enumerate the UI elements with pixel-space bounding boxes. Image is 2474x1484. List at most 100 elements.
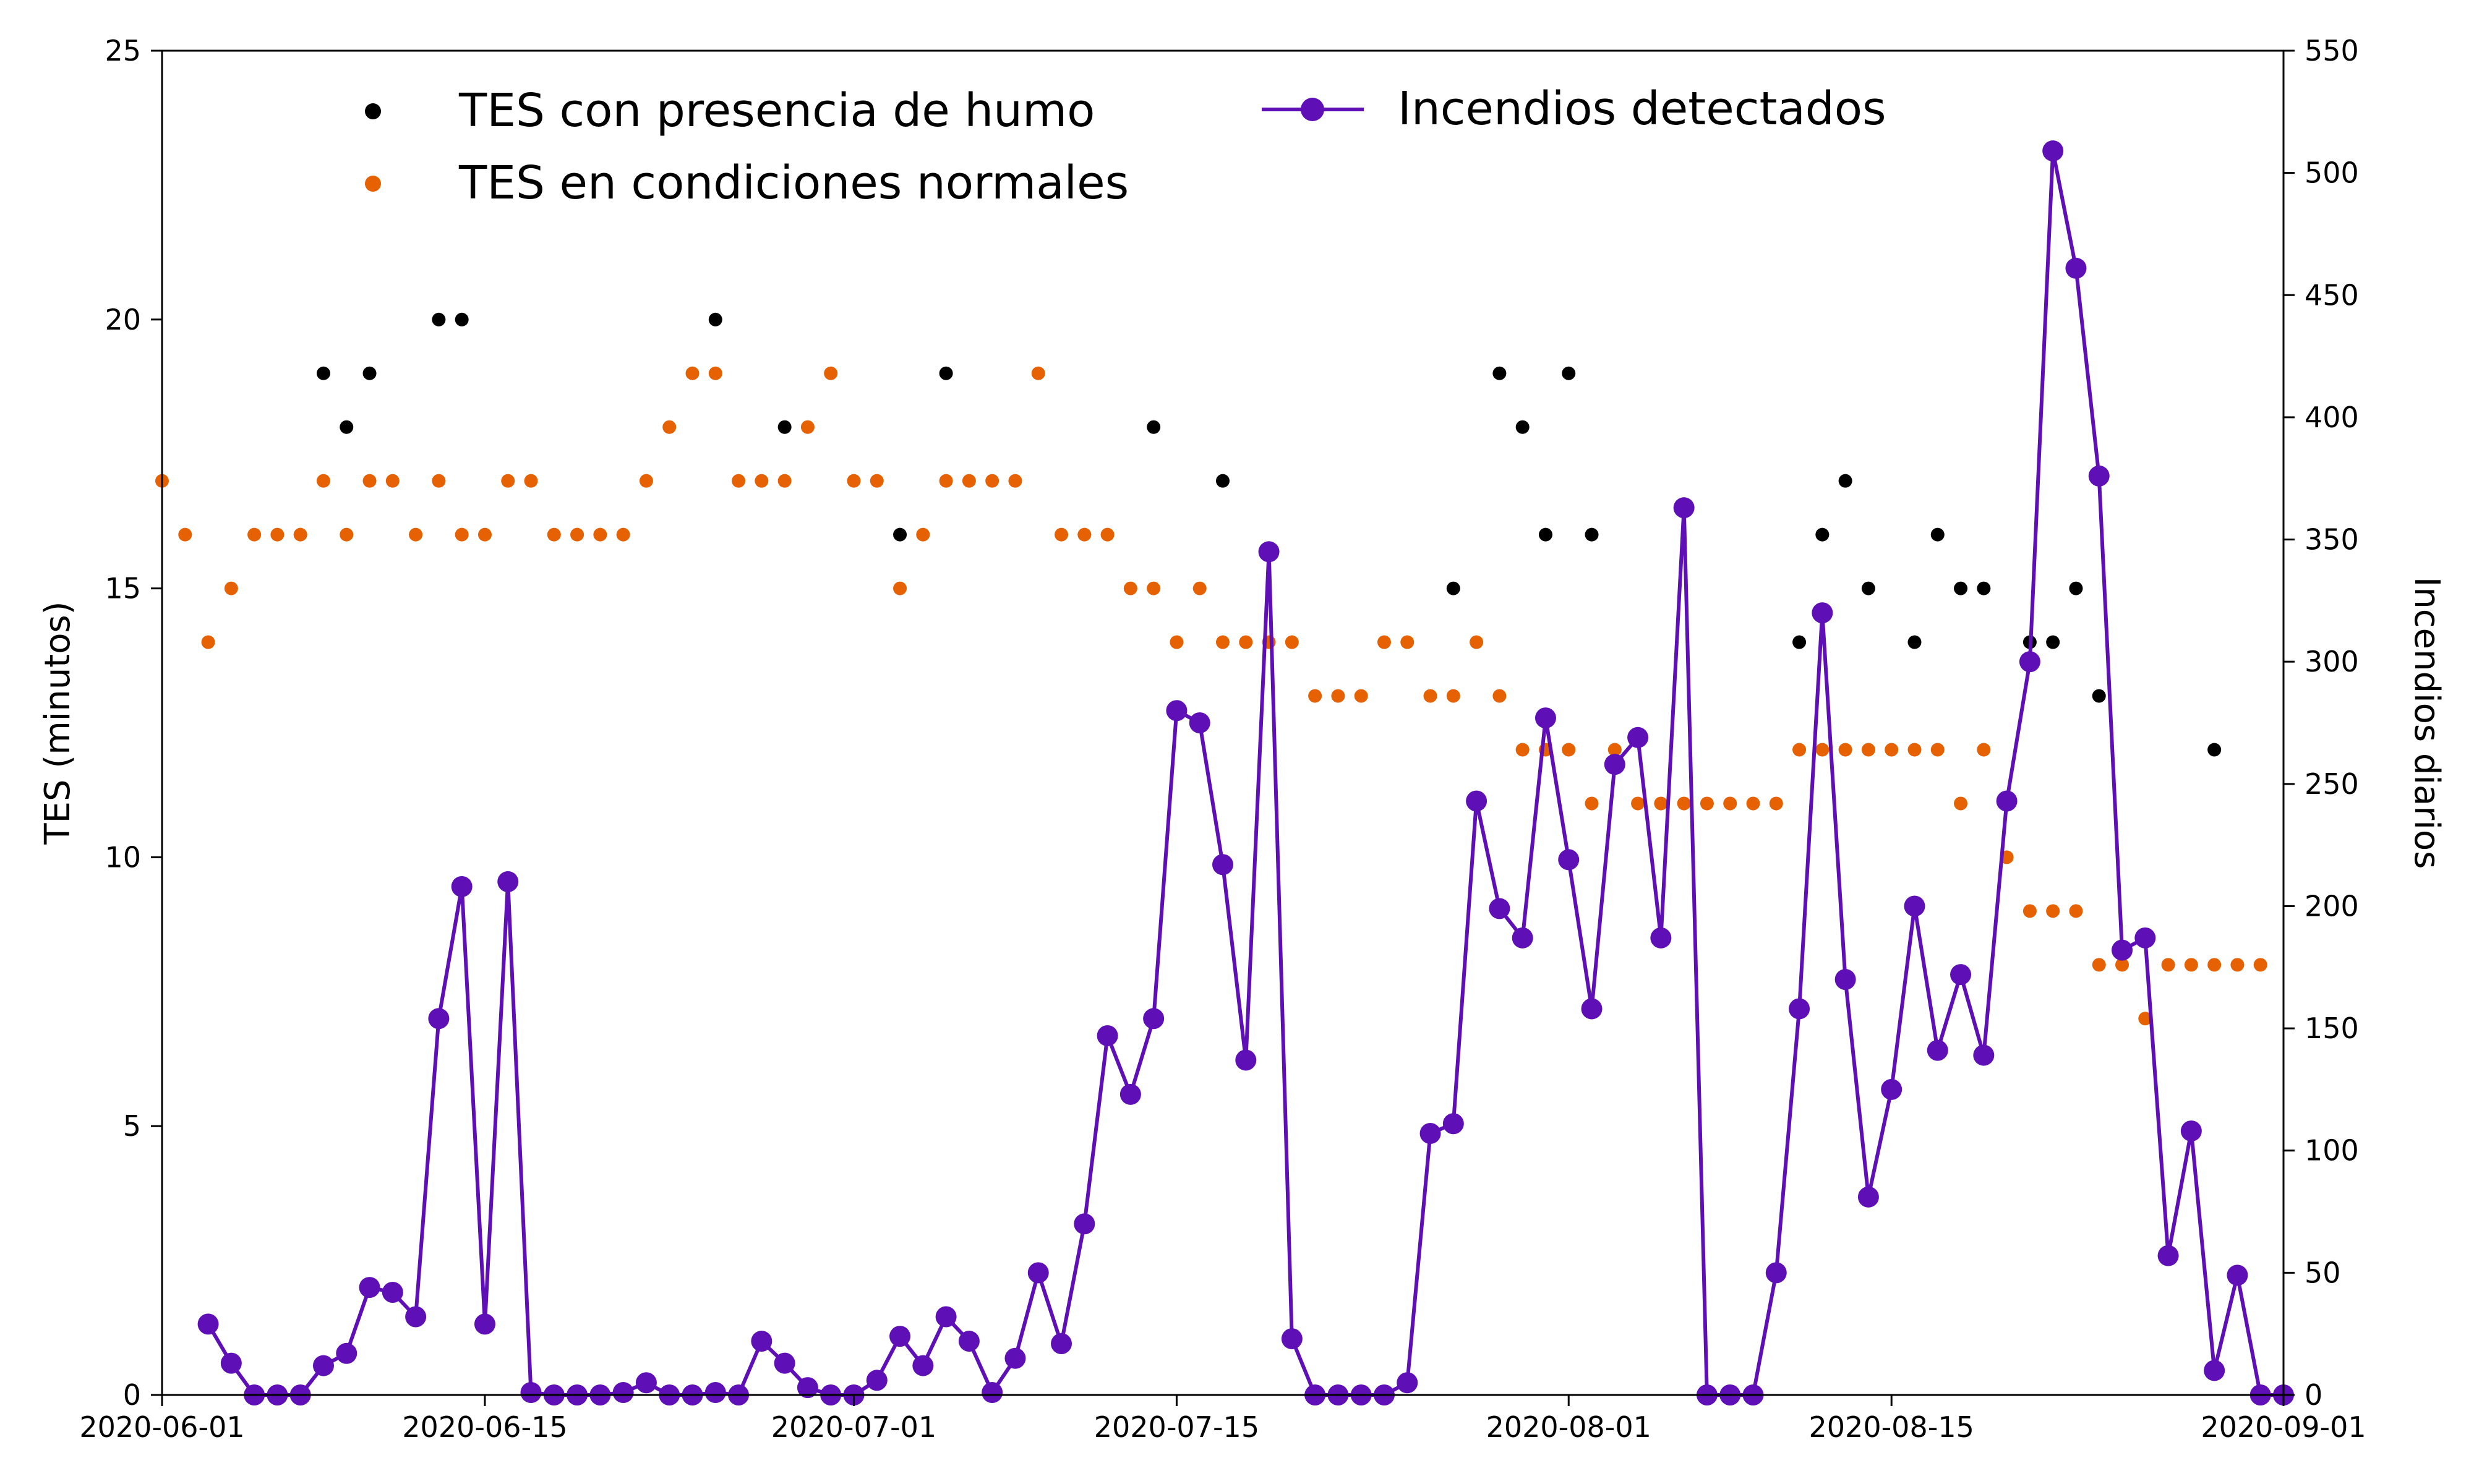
tes-humo-point	[1954, 581, 1968, 595]
incendios-point	[1074, 1213, 1095, 1235]
incendios-point	[2204, 1360, 2225, 1381]
tes-humo-point	[2092, 689, 2106, 703]
y-right-tick-label: 250	[2305, 767, 2359, 801]
tes-normal-point	[1930, 743, 1945, 757]
legend-entry-incendios: Incendios detectados	[1262, 82, 1886, 135]
y-right-tick-label: 300	[2305, 645, 2359, 678]
incendios-point	[2019, 651, 2040, 673]
incendios-point	[612, 1382, 634, 1404]
tes-humo-point	[1538, 527, 1552, 542]
y-right-tick-label: 500	[2305, 156, 2359, 190]
incendios-point	[635, 1372, 657, 1394]
y-left-tick-label: 10	[105, 840, 141, 874]
incendios-point	[1996, 790, 2018, 812]
legend: TES con presencia de humo TES en condicio…	[365, 82, 1886, 210]
incendios-point	[2088, 465, 2110, 487]
tes-humo-point	[1216, 474, 1230, 488]
tes-humo-point	[316, 366, 330, 380]
incendios-point	[866, 1370, 888, 1391]
legend-entry-tes-humo: TES con presencia de humo	[365, 84, 1095, 137]
incendios-point	[1466, 790, 1487, 812]
tes-humo-point	[708, 312, 722, 326]
tes-normal-point	[1123, 581, 1137, 595]
tes-humo-point	[1792, 635, 1807, 649]
tes-normal-point	[1216, 635, 1230, 649]
y-right-tick-label: 200	[2305, 889, 2359, 923]
incendios-point	[405, 1306, 427, 1328]
incendios-point	[1235, 1049, 1257, 1071]
tes-normal-point	[1423, 689, 1437, 703]
tes-normal-point	[224, 581, 238, 595]
incendios-point	[1857, 1186, 1879, 1208]
incendios-point	[1397, 1372, 1418, 1394]
incendios-point	[2227, 1264, 2248, 1286]
tes-normal-point	[708, 366, 722, 380]
tes-normal-point	[916, 527, 930, 542]
incendios-point	[1489, 898, 1510, 919]
tes-normal-point	[1861, 743, 1875, 757]
incendios-point	[1881, 1078, 1903, 1100]
y-right-axis-label: Incendios diarios	[2407, 577, 2447, 869]
tes-normal-point	[293, 527, 307, 542]
tes-normal-point	[1907, 743, 1922, 757]
tes-normal-point	[2161, 958, 2175, 972]
tes-normal-point	[639, 474, 653, 488]
tes-normal-point	[847, 474, 861, 488]
incendios-point	[220, 1352, 242, 1374]
legend-marker-incendios	[1301, 98, 1324, 121]
incendios-point	[312, 1355, 334, 1376]
incendios-point	[1812, 602, 1833, 624]
incendios-point	[451, 876, 473, 897]
tes-normal-point	[178, 527, 192, 542]
tes-normal-point	[2115, 958, 2129, 972]
series-0	[316, 312, 2222, 757]
tes-normal-point	[593, 527, 607, 542]
incendios-point	[1973, 1044, 1995, 1066]
tes-normal-point	[962, 474, 976, 488]
tes-normal-point	[247, 527, 262, 542]
incendios-point	[1119, 1083, 1141, 1105]
incendios-point	[774, 1352, 795, 1374]
tes-normal-point	[870, 474, 884, 488]
y-right-tick-label: 100	[2305, 1134, 2359, 1167]
incendios-point	[197, 1313, 219, 1335]
tes-normal-point	[777, 474, 792, 488]
tes-humo-point	[2207, 743, 2222, 757]
tes-normal-point	[270, 527, 285, 542]
tes-normal-point	[1723, 796, 1737, 811]
incendios-point	[1789, 998, 1810, 1020]
x-tick-label: 2020-09-01	[2201, 1410, 2366, 1444]
legend-entry-tes-normal: TES en condiciones normales	[365, 156, 1129, 210]
tes-normal-point	[985, 474, 999, 488]
tes-normal-point	[662, 420, 677, 434]
incendios-point	[1765, 1262, 1787, 1284]
tes-humo-point	[893, 527, 907, 542]
incendios-point	[1673, 497, 1695, 519]
incendios-point	[428, 1008, 450, 1030]
incendios-point	[1512, 927, 1533, 949]
tes-normal-point	[1377, 635, 1391, 649]
incendios-point	[751, 1331, 773, 1352]
incendios-point	[2134, 927, 2156, 949]
tes-normal-point	[316, 474, 330, 488]
y-right-tick-label: 400	[2305, 401, 2359, 434]
tes-normal-point	[385, 474, 400, 488]
tes-normal-point	[1077, 527, 1092, 542]
incendios-point	[1904, 895, 1925, 917]
tes-normal-point	[2022, 904, 2037, 918]
incendios-point	[1051, 1333, 1072, 1354]
incendios-point	[1534, 707, 1556, 729]
tes-normal-point	[201, 635, 215, 649]
incendios-point	[2065, 257, 2087, 279]
incendios-point	[958, 1331, 980, 1352]
y-left-tick-label: 0	[123, 1378, 141, 1412]
tes-humo-point	[432, 312, 446, 326]
tes-normal-point	[477, 527, 492, 542]
incendios-point	[2042, 140, 2064, 162]
tes-normal-point	[1700, 796, 1714, 811]
tes-humo-point	[1838, 474, 1852, 488]
tes-normal-point	[2207, 958, 2222, 972]
tes-normal-point	[1492, 689, 1507, 703]
tes-normal-point	[1585, 796, 1599, 811]
